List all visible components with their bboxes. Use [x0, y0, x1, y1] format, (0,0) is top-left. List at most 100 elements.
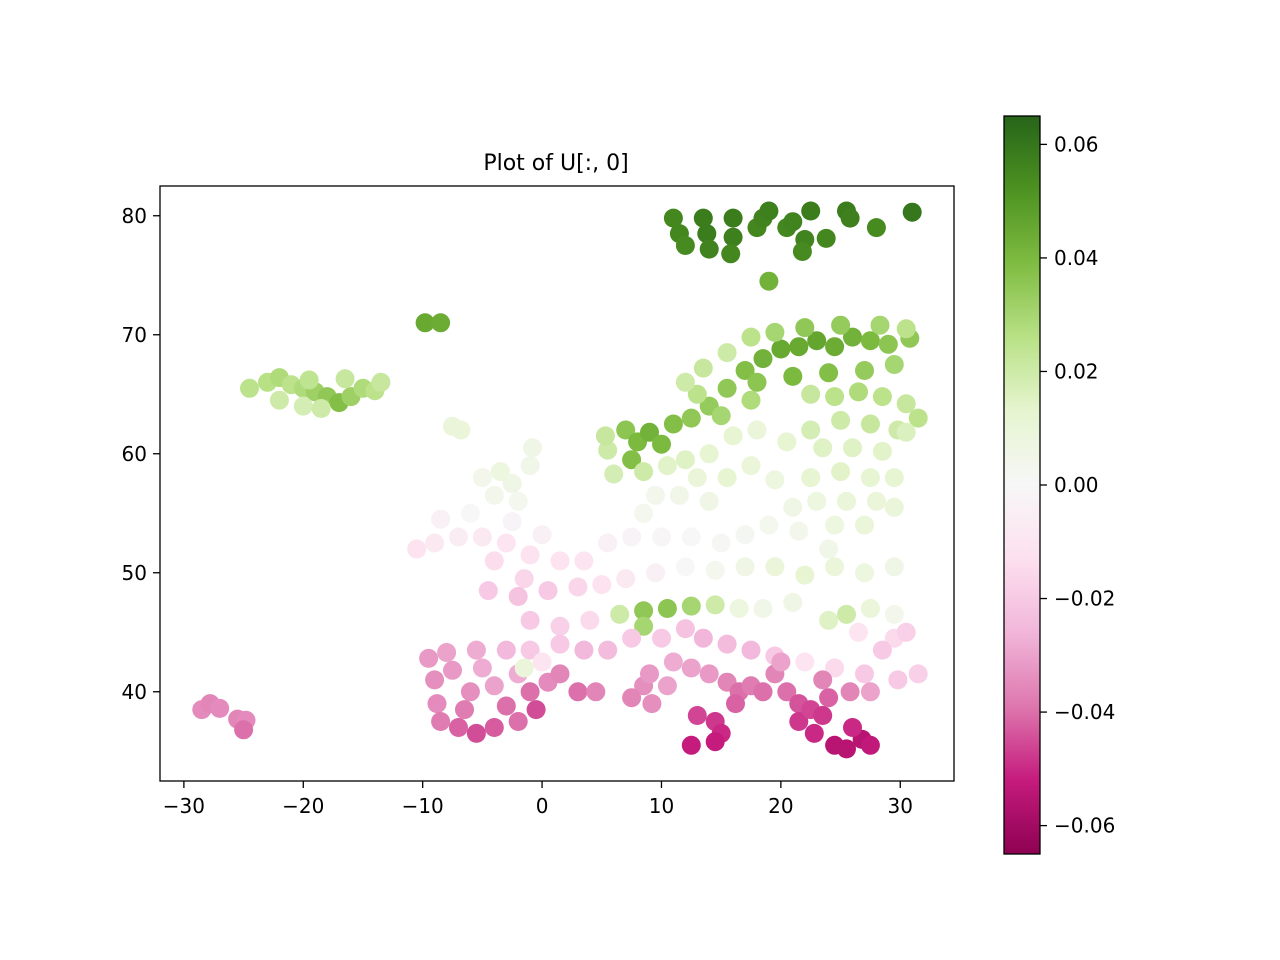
scatter-point-214	[508, 712, 528, 731]
scatter-point-49	[663, 414, 683, 434]
scatter-point-176	[729, 599, 749, 618]
x-axis: −30 −20 −10 0 10 20 30	[163, 781, 913, 818]
y-tick-label: 80	[122, 204, 147, 228]
scatter-point-195	[693, 628, 713, 648]
scatter-point-74	[795, 318, 815, 338]
scatter-point-4	[697, 224, 717, 244]
scatter-point-144	[472, 468, 492, 488]
scatter-point-6	[723, 208, 743, 228]
scatter-point-264	[657, 676, 677, 696]
scatter-point-121	[855, 515, 874, 535]
scatter-point-13	[783, 212, 803, 232]
scatter-point-148	[523, 438, 542, 458]
scatter-point-165	[825, 557, 845, 577]
scatter-point-222	[496, 696, 516, 716]
scatter-point-36	[371, 372, 391, 392]
scatter-point-133	[550, 551, 570, 571]
scatter-point-145	[490, 462, 510, 482]
colorbar-tick-label: 0.06	[1054, 132, 1099, 156]
scatter-point-115	[884, 468, 904, 488]
scatter-point-109	[669, 485, 689, 505]
scatter-point-242	[681, 735, 701, 755]
scatter-point-223	[472, 658, 492, 678]
scatter-point-130	[622, 527, 642, 547]
scatter-point-177	[753, 599, 773, 618]
scatter-point-204	[496, 640, 516, 660]
colorbar-tick-label: 0.04	[1054, 246, 1099, 270]
scatter-point-158	[616, 569, 636, 589]
scatter-point-199	[622, 628, 642, 648]
scatter-point-19	[840, 208, 860, 228]
scatter-point-211	[449, 718, 468, 737]
scatter-point-70	[687, 384, 707, 404]
scatter-point-134	[520, 545, 540, 565]
scatter-point-112	[801, 468, 821, 488]
scatter-point-216	[520, 682, 540, 702]
scatter-point-146	[508, 491, 528, 511]
scatter-point-221	[455, 700, 474, 720]
scatter-point-60	[860, 331, 880, 351]
scatter-point-44	[616, 420, 636, 440]
scatter-point-105	[717, 468, 737, 488]
scatter-point-169	[550, 616, 570, 636]
scatter-point-16	[801, 201, 821, 221]
scatter-point-202	[550, 634, 570, 654]
scatter-point-53	[735, 361, 755, 380]
scatter-point-239	[687, 706, 707, 725]
scatter-point-83	[872, 387, 892, 407]
scatter-point-153	[478, 581, 498, 601]
scatter-point-94	[777, 432, 797, 452]
scatter-point-91	[843, 438, 862, 458]
scatter-point-232	[640, 664, 659, 684]
scatter-point-228	[514, 658, 534, 678]
scatter-point-81	[825, 387, 845, 407]
scatter-point-183	[849, 622, 868, 642]
scatter-point-114	[860, 468, 880, 488]
scatter-point-54	[753, 349, 773, 369]
scatter-point-84	[896, 394, 916, 414]
y-tick-label: 50	[122, 561, 147, 585]
scatter-point-52	[717, 378, 737, 398]
scatter-point-124	[789, 521, 809, 541]
scatter-point-247	[777, 682, 797, 702]
scatter-point-143	[502, 474, 522, 493]
scatter-point-218	[460, 682, 480, 702]
scatter-point-138	[425, 533, 445, 553]
x-tick-label: 20	[768, 794, 793, 818]
scatter-point-77	[896, 319, 916, 339]
colorbar-tick-label: 0.02	[1054, 359, 1099, 383]
scatter-point-258	[819, 688, 839, 708]
colorbar-tick-label: −0.02	[1054, 587, 1115, 611]
scatter-point-5	[699, 239, 719, 259]
scatter-point-123	[819, 539, 839, 559]
scatter-point-47	[652, 434, 671, 454]
scatter-point-78	[693, 358, 713, 378]
scatter-point-87	[860, 414, 880, 434]
scatter-point-89	[801, 420, 821, 440]
scatter-point-155	[538, 581, 558, 601]
y-tick-label: 70	[122, 323, 147, 347]
scatter-point-215	[526, 700, 546, 720]
scatter-point-22	[759, 271, 779, 291]
scatter-point-67	[747, 372, 767, 392]
scatter-point-119	[783, 497, 803, 517]
scatter-point-260	[860, 682, 880, 702]
colorbar-tick-label: −0.06	[1054, 814, 1115, 838]
scatter-point-120	[825, 515, 845, 535]
scatter-point-69	[741, 390, 761, 410]
scatter-point-108	[699, 491, 719, 511]
scatter-point-208	[425, 670, 445, 690]
scatter-point-229	[532, 652, 552, 672]
scatter-point-131	[598, 533, 618, 553]
scatter-point-118	[807, 491, 827, 511]
scatter-point-181	[860, 599, 880, 618]
scatter-point-90	[813, 438, 833, 458]
scatter-point-141	[460, 503, 480, 523]
scatter-point-157	[592, 575, 612, 595]
scatter-point-0	[663, 208, 683, 228]
scatter-point-92	[872, 441, 892, 461]
scatter-point-24	[431, 313, 451, 333]
x-tick-label: 30	[888, 794, 913, 818]
scatter-point-56	[789, 337, 809, 357]
scatter-point-37	[269, 390, 289, 410]
